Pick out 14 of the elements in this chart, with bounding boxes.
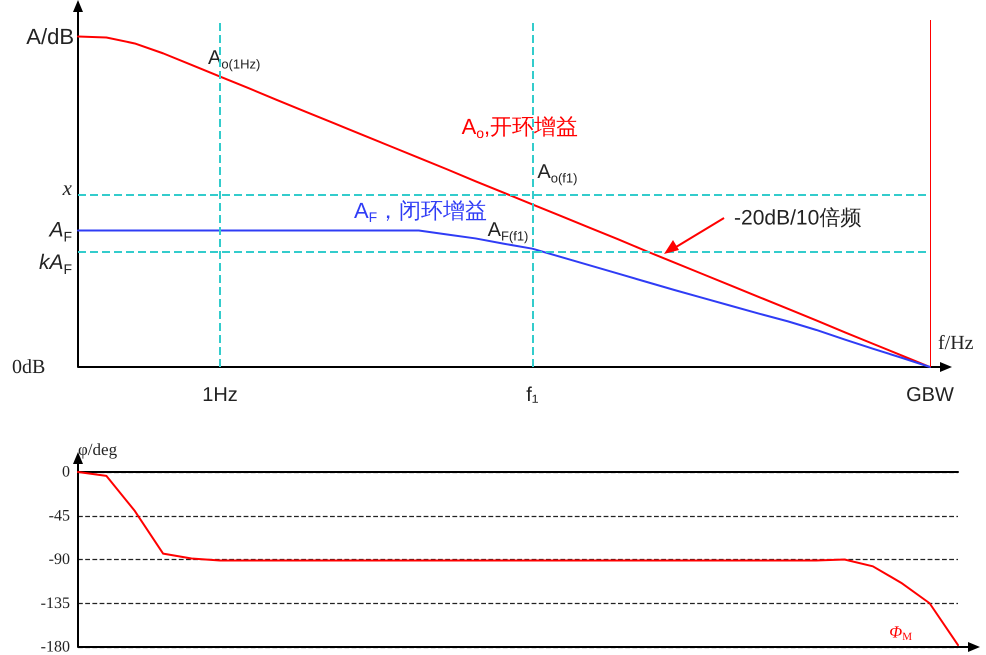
ref-line-label: x	[62, 176, 73, 200]
x-tick-label: 1Hz	[202, 384, 238, 406]
y-axis-title: A/dB	[26, 24, 74, 50]
y-axis-title: φ/deg	[78, 440, 118, 459]
y-tick-label: -135	[40, 594, 70, 612]
x-tick-label: GBW	[906, 384, 954, 406]
text: 0dB	[12, 356, 46, 378]
annotation: -20dB/10倍频	[734, 206, 862, 230]
x-tick-label: f₁	[526, 384, 539, 406]
y-tick-label: -180	[40, 638, 70, 655]
y-tick-label: 0	[62, 464, 70, 480]
x-axis-title: f/Hz	[938, 332, 974, 354]
y-tick-label: -90	[48, 551, 70, 568]
y-tick-label: -45	[48, 507, 70, 524]
